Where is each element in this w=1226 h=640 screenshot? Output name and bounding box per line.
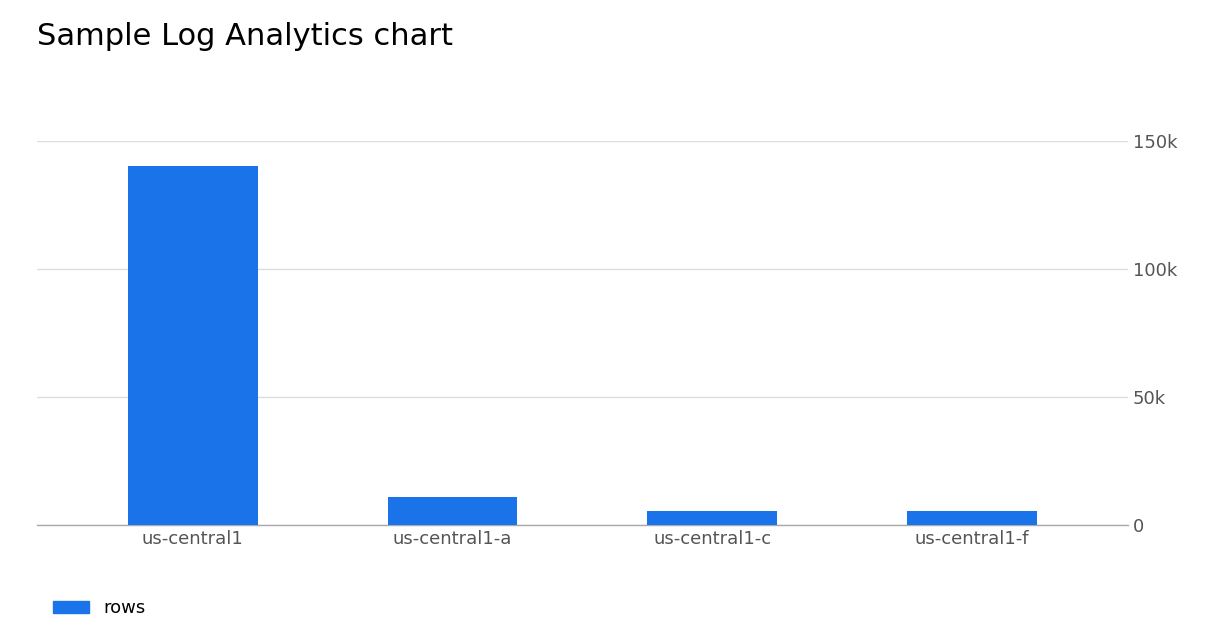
Legend: rows: rows [45,592,153,625]
Text: Sample Log Analytics chart: Sample Log Analytics chart [37,22,452,51]
Bar [647,511,777,525]
Bar [128,166,257,525]
Bar [907,511,1037,525]
Bar [387,497,517,525]
